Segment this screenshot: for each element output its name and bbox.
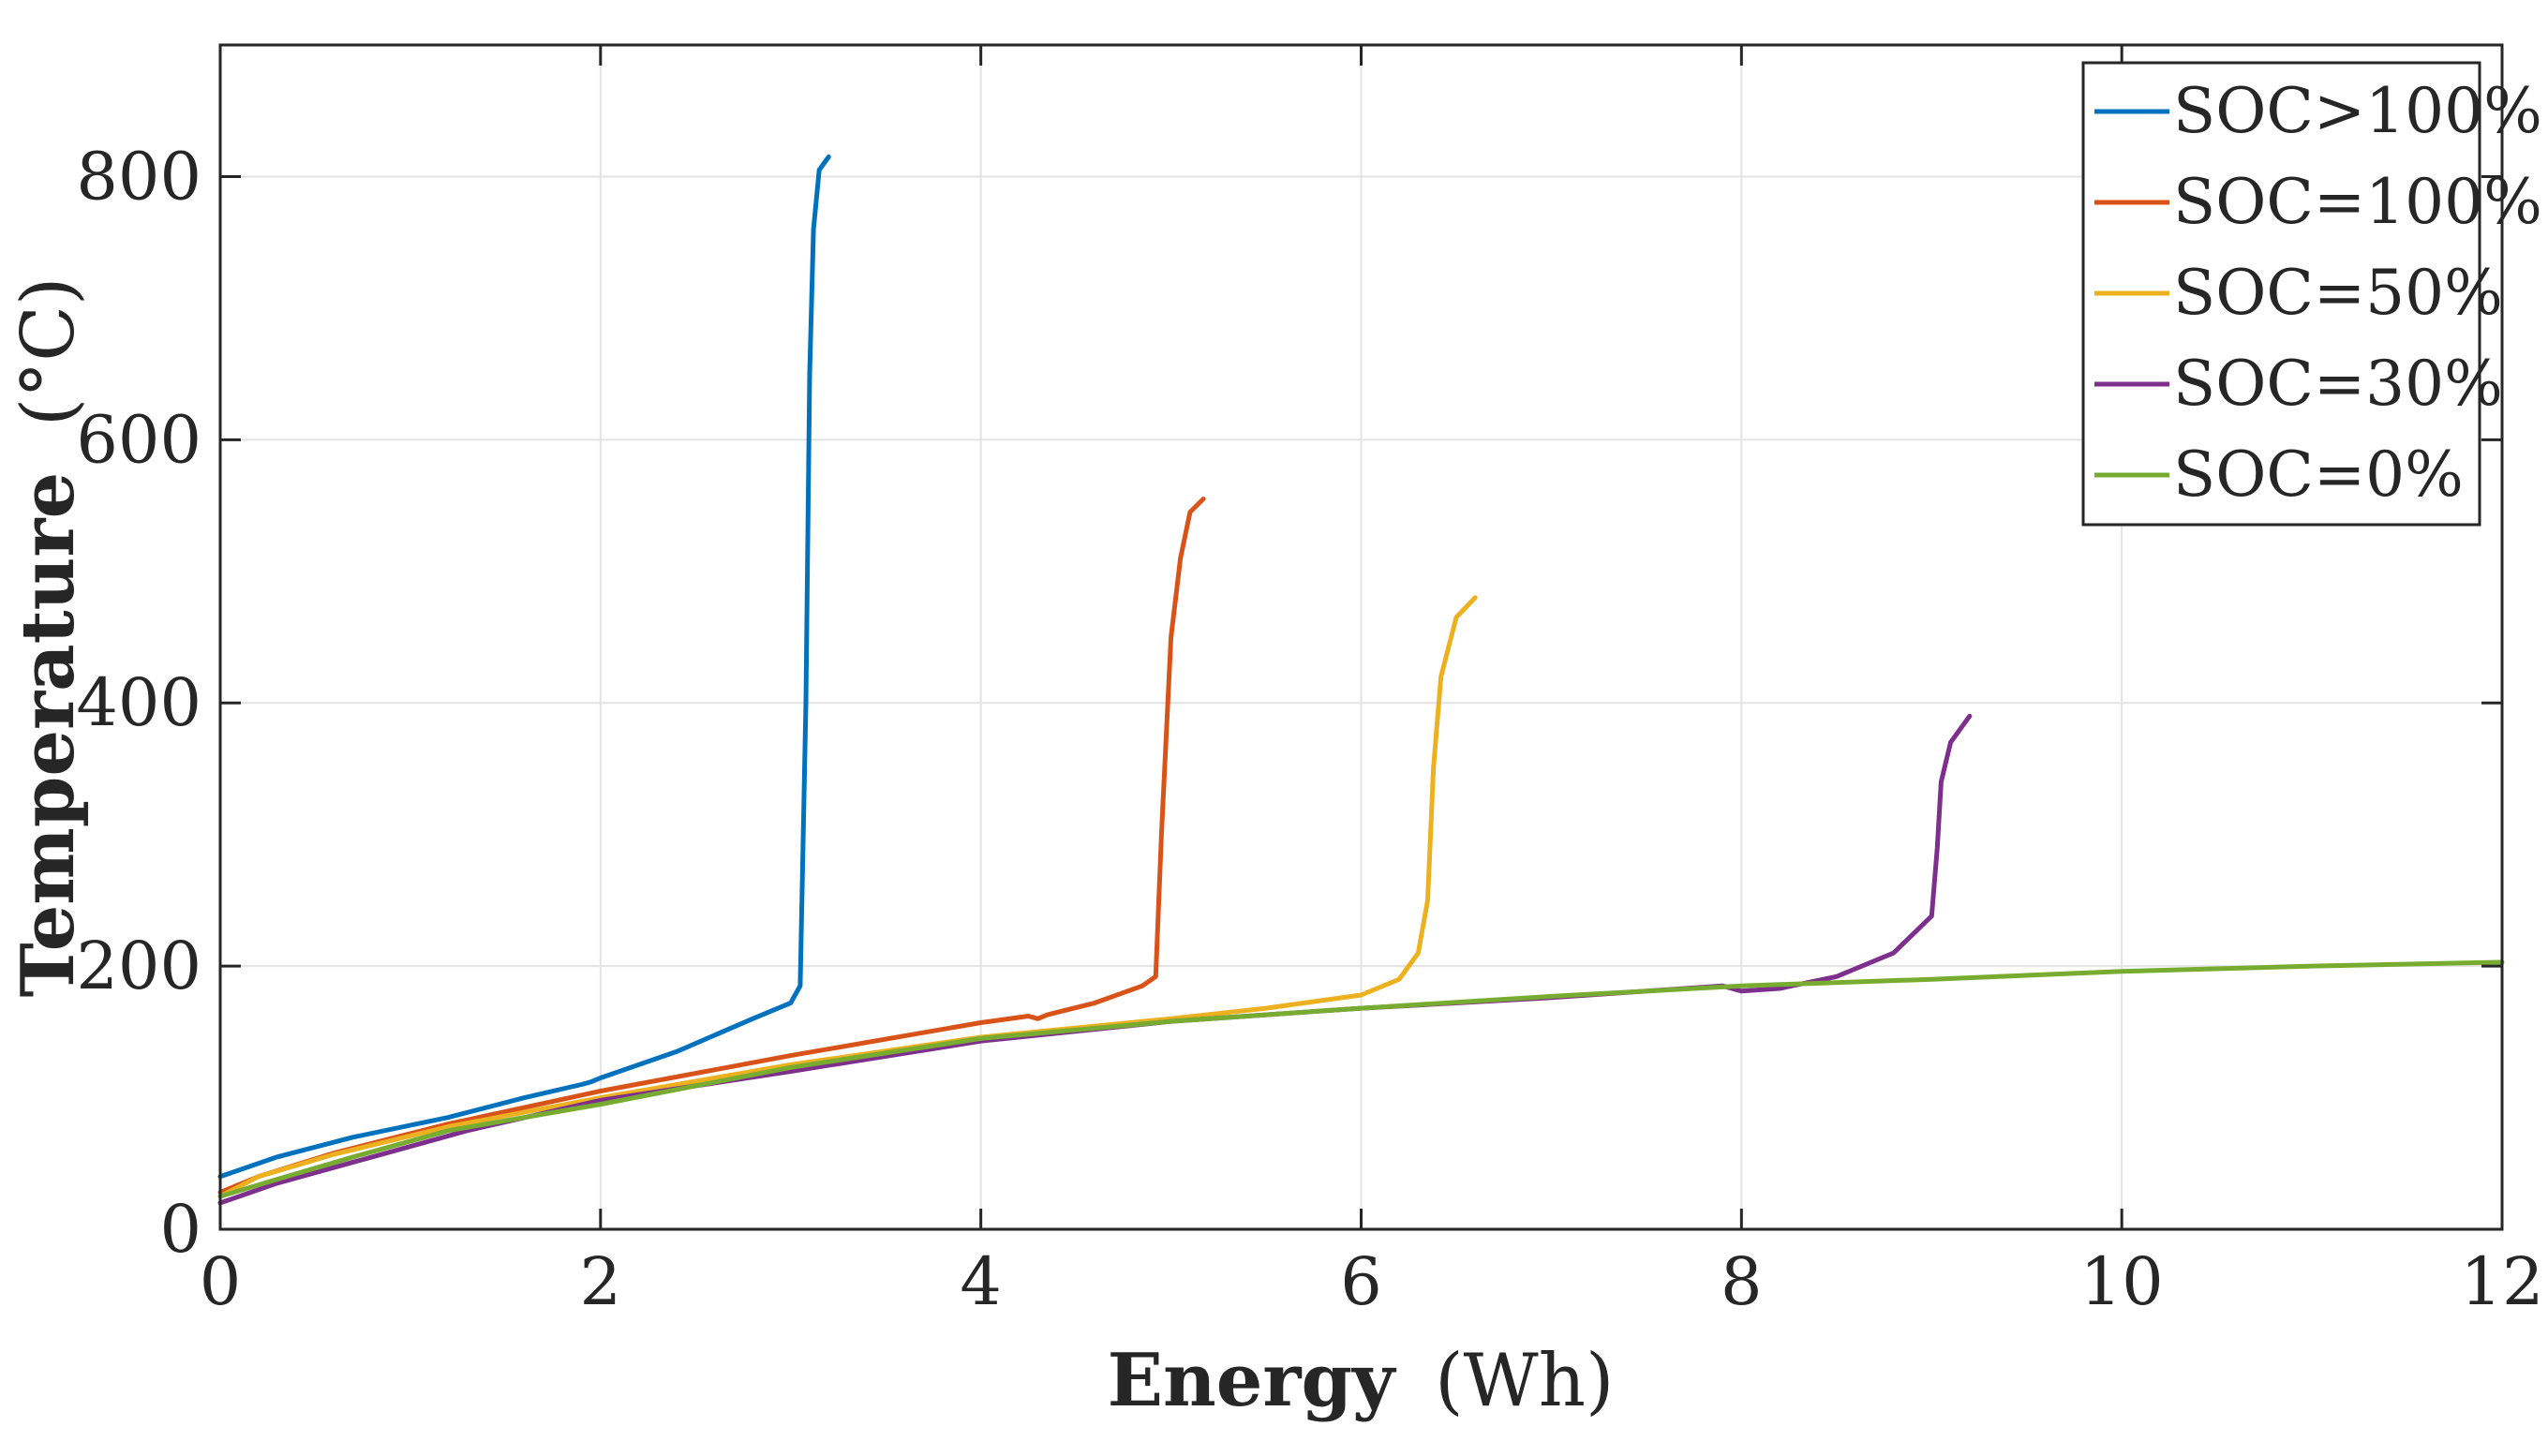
legend-label: SOC=50%: [2173, 257, 2503, 329]
y-tick-label: 800: [76, 138, 201, 215]
x-ticks: 0 2 4 6 8 10 12: [200, 45, 2544, 1320]
y-tick-label: 400: [76, 664, 201, 741]
legend-label: SOC=0%: [2173, 438, 2464, 511]
series-line-soc-30-: [217, 713, 1973, 1206]
legend-item: SOC=0%: [2094, 438, 2464, 511]
x-tick-label: 0: [200, 1243, 242, 1320]
series-line-soc-0-: [217, 959, 2505, 1199]
y-tick-label: 600: [76, 401, 201, 478]
legend-label: SOC=100%: [2173, 166, 2542, 238]
series-lines: [217, 154, 2505, 1206]
x-axis-label: Energy (Wh): [1108, 1338, 1615, 1423]
x-tick-label: 10: [2080, 1243, 2164, 1320]
legend-label: SOC>100%: [2173, 75, 2542, 147]
legend: SOC>100% SOC=100% SOC=50% SOC=30% SOC=0%: [2081, 61, 2542, 527]
legend-item: SOC=30%: [2094, 348, 2503, 420]
legend-items: SOC>100% SOC=100% SOC=50% SOC=30% SOC=0%: [2094, 75, 2542, 511]
legend-item: SOC>100%: [2094, 75, 2542, 147]
legend-item: SOC=50%: [2094, 257, 2503, 329]
series-line-soc-100-: [217, 497, 1206, 1196]
x-tick-label: 6: [1340, 1243, 1382, 1320]
y-tick-label: 200: [76, 928, 201, 1004]
x-axis-label-name: Energy: [1108, 1338, 1397, 1423]
y-ticks: 0 200 400 600 800: [76, 138, 2502, 1268]
x-tick-label: 4: [960, 1243, 1002, 1320]
x-tick-label: 12: [2460, 1243, 2543, 1320]
series-line-soc-100-: [217, 154, 831, 1180]
y-axis-label-unit: (°C): [7, 277, 91, 427]
series-line-soc-50-: [217, 595, 1478, 1199]
y-tick-label: 0: [159, 1191, 201, 1268]
x-tick-label: 8: [1721, 1243, 1763, 1320]
legend-label: SOC=30%: [2173, 348, 2503, 420]
legend-item: SOC=100%: [2094, 166, 2542, 238]
x-tick-label: 2: [580, 1243, 622, 1320]
y-axis-label: Temperature (°C): [6, 277, 91, 998]
y-axis-label-name: Temperature: [6, 472, 91, 998]
x-axis-label-unit: (Wh): [1435, 1339, 1614, 1423]
